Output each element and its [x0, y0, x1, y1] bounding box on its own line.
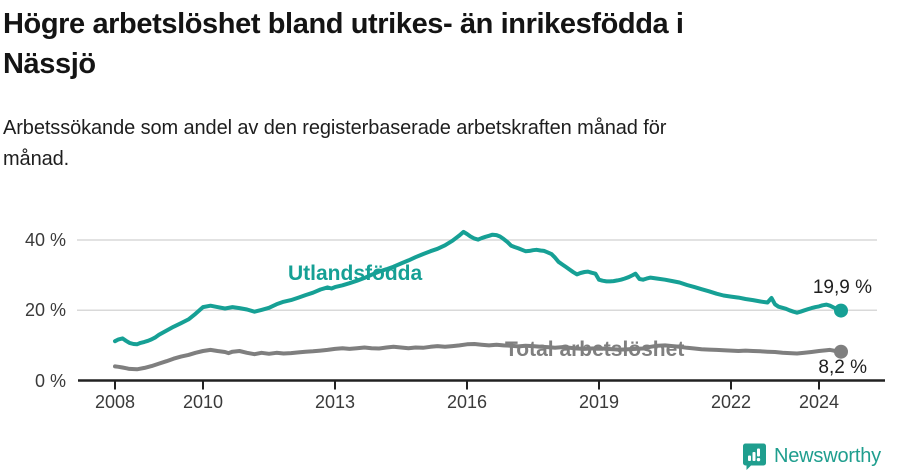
series-end-dot-utlandsfodda	[834, 303, 848, 318]
chart-subtitle: Arbetssökande som andel av den registerb…	[3, 113, 873, 175]
y-axis-tick-label-0: 0 %	[34, 370, 66, 391]
page-title-line-2: Nässjö	[3, 48, 96, 80]
brand-name: Newsworthy	[774, 445, 881, 467]
series-end-dot-total	[834, 344, 848, 359]
chart-subtitle-line-1: Arbetssökande som andel av den registerb…	[3, 117, 667, 139]
series-line-utlandsfodda	[113, 229, 843, 347]
series-line-total	[113, 342, 843, 372]
x-axis-tick-label-2016: 2016	[446, 392, 488, 412]
y-axis-tick-label-40: 40 %	[24, 230, 66, 250]
page-title: Högre arbetslöshet bland utrikes- än inr…	[3, 4, 883, 84]
x-axis-tick-label-2024: 2024	[798, 392, 840, 412]
series-label-total-arbetsloshet: Total arbetslöshet	[505, 338, 685, 361]
y-axis-tick-label-20: 20 %	[24, 300, 66, 321]
x-axis-tick-label-2019: 2019	[578, 392, 620, 412]
x-axis-tick-label-2008: 2008	[94, 392, 136, 412]
newsworthy-logo[interactable]: Newsworthy	[742, 442, 881, 471]
x-axis-tick-label-2013: 2013	[314, 392, 356, 412]
series-label-utlandsfodda: Utlandsfödda	[288, 262, 423, 285]
page-title-line-1: Högre arbetslöshet bland utrikes- än inr…	[3, 8, 684, 40]
chart-bubble-icon	[743, 443, 766, 470]
end-value-label-total: 8,2 %	[818, 357, 867, 378]
x-axis-tick-label-2010: 2010	[182, 392, 224, 412]
chart-subtitle-line-2: månad.	[3, 148, 70, 170]
end-value-label-utlandsfodda: 19,9 %	[812, 277, 872, 298]
x-axis-tick-label-2022: 2022	[710, 392, 752, 412]
